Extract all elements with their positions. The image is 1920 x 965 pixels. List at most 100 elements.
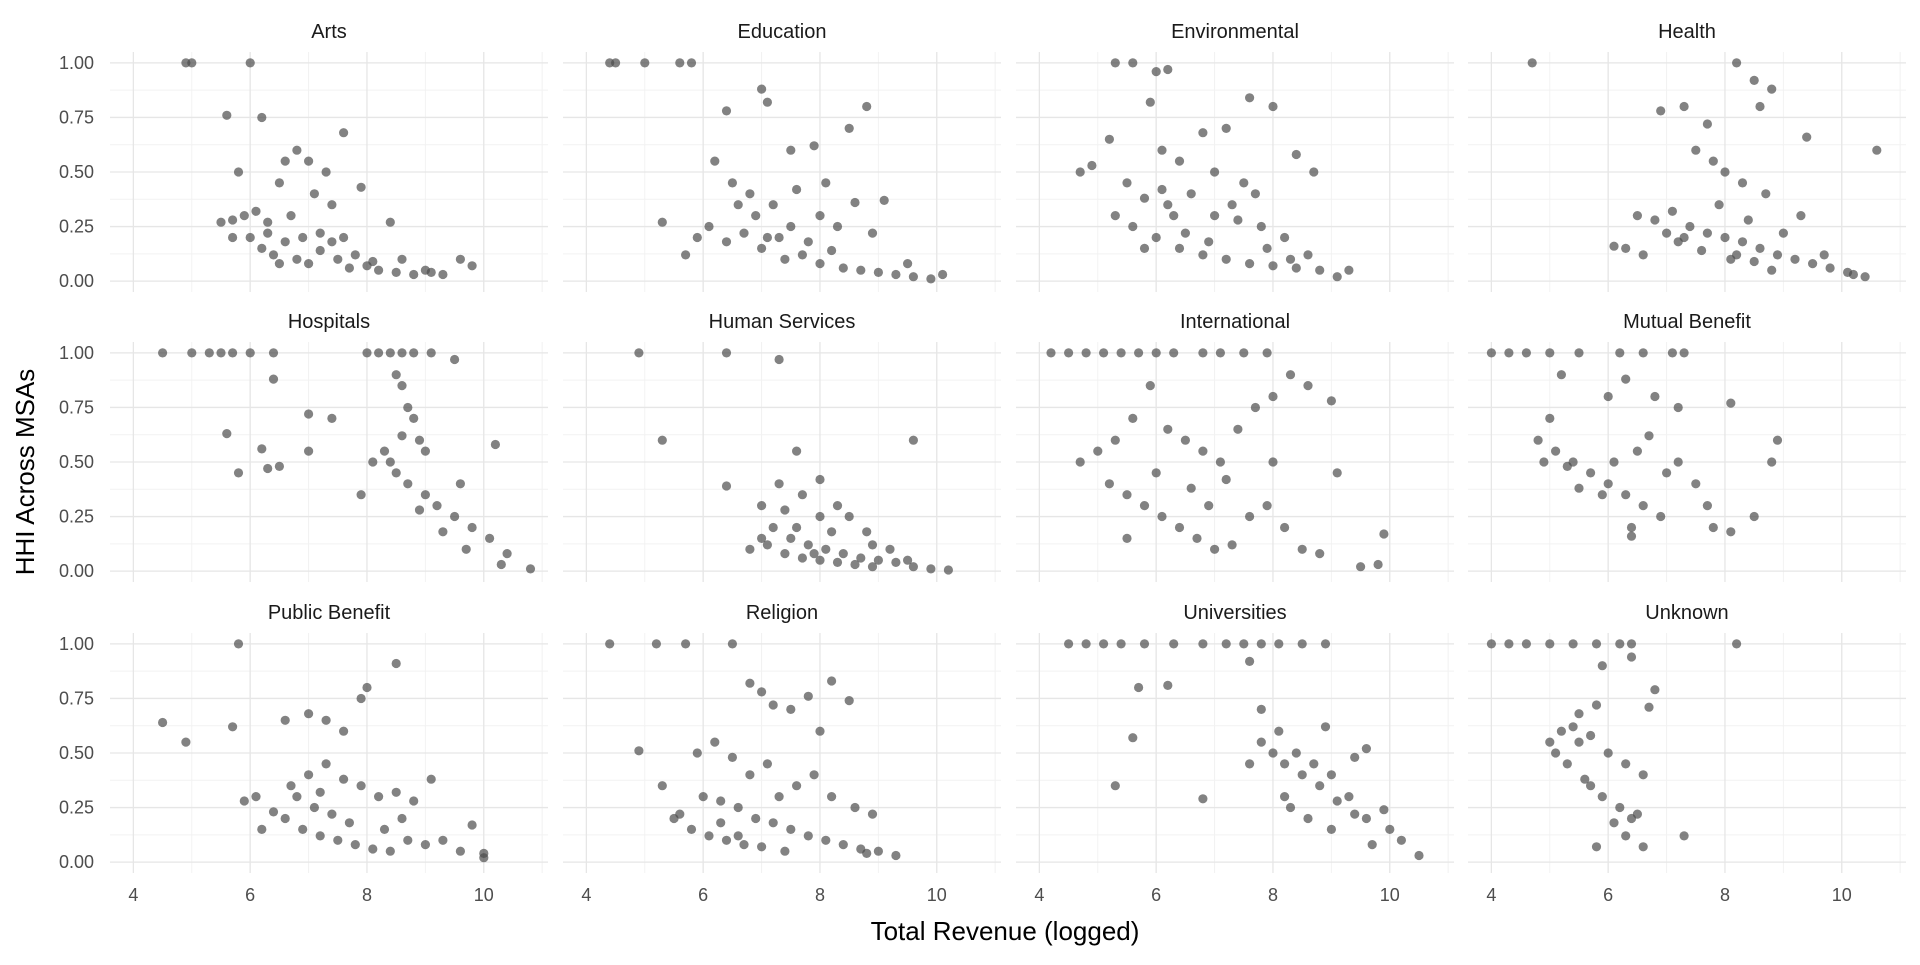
data-point — [1667, 206, 1677, 216]
data-point — [757, 243, 767, 253]
data-point — [257, 112, 267, 123]
data-point — [339, 128, 349, 138]
data-point — [257, 444, 267, 454]
data-point — [1344, 792, 1354, 802]
data-point — [751, 813, 761, 824]
data-point — [426, 348, 436, 358]
data-point — [467, 261, 477, 271]
data-point — [908, 435, 919, 445]
data-point — [1527, 58, 1537, 68]
data-point — [1562, 759, 1572, 769]
grid — [563, 52, 1001, 292]
panel-title: Education — [738, 21, 827, 43]
data-point — [356, 781, 366, 791]
data-point — [362, 348, 372, 358]
data-point — [286, 211, 296, 221]
x-tick-label: 6 — [698, 885, 708, 905]
data-point — [797, 490, 808, 500]
panel-title: Universities — [1183, 602, 1286, 624]
data-point — [1081, 348, 1091, 358]
data-point — [640, 58, 650, 68]
data-point — [1615, 639, 1625, 649]
data-point — [1638, 842, 1648, 852]
data-point — [1621, 759, 1631, 769]
data-point — [309, 189, 319, 199]
data-point — [158, 348, 168, 358]
x-tick-label: 8 — [362, 885, 372, 905]
data-point — [1163, 680, 1173, 691]
x-tick-label: 6 — [1151, 885, 1161, 905]
data-point — [727, 178, 738, 188]
data-point — [786, 704, 796, 715]
data-point — [1151, 67, 1161, 77]
panel-arts: Arts 0.00 0.25 0.50 0.75 1.00 — [59, 21, 548, 292]
data-point — [803, 540, 813, 550]
data-point — [797, 553, 808, 563]
data-point — [1860, 272, 1870, 282]
data-point — [1726, 527, 1736, 537]
data-point — [803, 831, 813, 841]
data-point — [745, 770, 755, 780]
data-point — [1848, 269, 1858, 280]
data-point — [1556, 370, 1566, 380]
data-point — [1285, 370, 1296, 380]
data-point — [745, 189, 755, 199]
data-point — [1819, 250, 1829, 260]
data-point — [1227, 200, 1237, 210]
data-point — [1256, 704, 1266, 715]
data-point — [268, 374, 279, 384]
data-point — [216, 348, 226, 358]
data-point — [1872, 145, 1882, 155]
data-point — [233, 167, 244, 177]
data-point — [1157, 184, 1167, 195]
data-point — [228, 348, 238, 358]
data-point — [943, 565, 954, 575]
data-point — [490, 439, 500, 450]
data-point — [1644, 702, 1654, 712]
data-point — [321, 167, 331, 177]
panel-title: Mutual Benefit — [1623, 311, 1751, 333]
data-point — [1802, 132, 1812, 142]
data-point — [455, 254, 465, 264]
data-point — [263, 463, 273, 474]
data-point — [1110, 58, 1120, 68]
panel-title: Health — [1658, 21, 1716, 43]
data-point — [1227, 540, 1237, 550]
data-point — [315, 787, 325, 797]
data-point — [1743, 215, 1753, 225]
data-point — [780, 846, 790, 856]
data-point — [268, 250, 279, 260]
data-point — [1737, 237, 1748, 247]
data-point — [757, 687, 767, 697]
data-point — [1204, 501, 1214, 511]
data-point — [1104, 134, 1114, 144]
data-point — [1326, 824, 1336, 835]
data-point — [739, 840, 749, 850]
data-point — [891, 557, 901, 568]
data-point — [774, 479, 784, 489]
data-point — [1562, 461, 1572, 471]
data-point — [891, 850, 901, 861]
data-point — [1134, 348, 1144, 358]
data-point — [821, 835, 831, 845]
data-point — [385, 348, 395, 358]
data-point — [385, 457, 395, 467]
data-point — [762, 232, 773, 243]
data-point — [1597, 490, 1607, 500]
data-point — [485, 533, 495, 544]
data-point — [721, 348, 732, 358]
y-tick-label: 0.50 — [59, 452, 94, 472]
data-point — [286, 781, 296, 791]
data-point — [304, 709, 314, 719]
data-point — [675, 58, 685, 68]
data-point — [274, 259, 284, 269]
points — [181, 58, 477, 280]
data-point — [669, 813, 679, 824]
data-point — [1145, 381, 1155, 391]
data-point — [438, 835, 448, 845]
points — [158, 348, 536, 574]
data-point — [1174, 522, 1185, 533]
data-point — [339, 774, 349, 784]
data-point — [455, 479, 465, 489]
